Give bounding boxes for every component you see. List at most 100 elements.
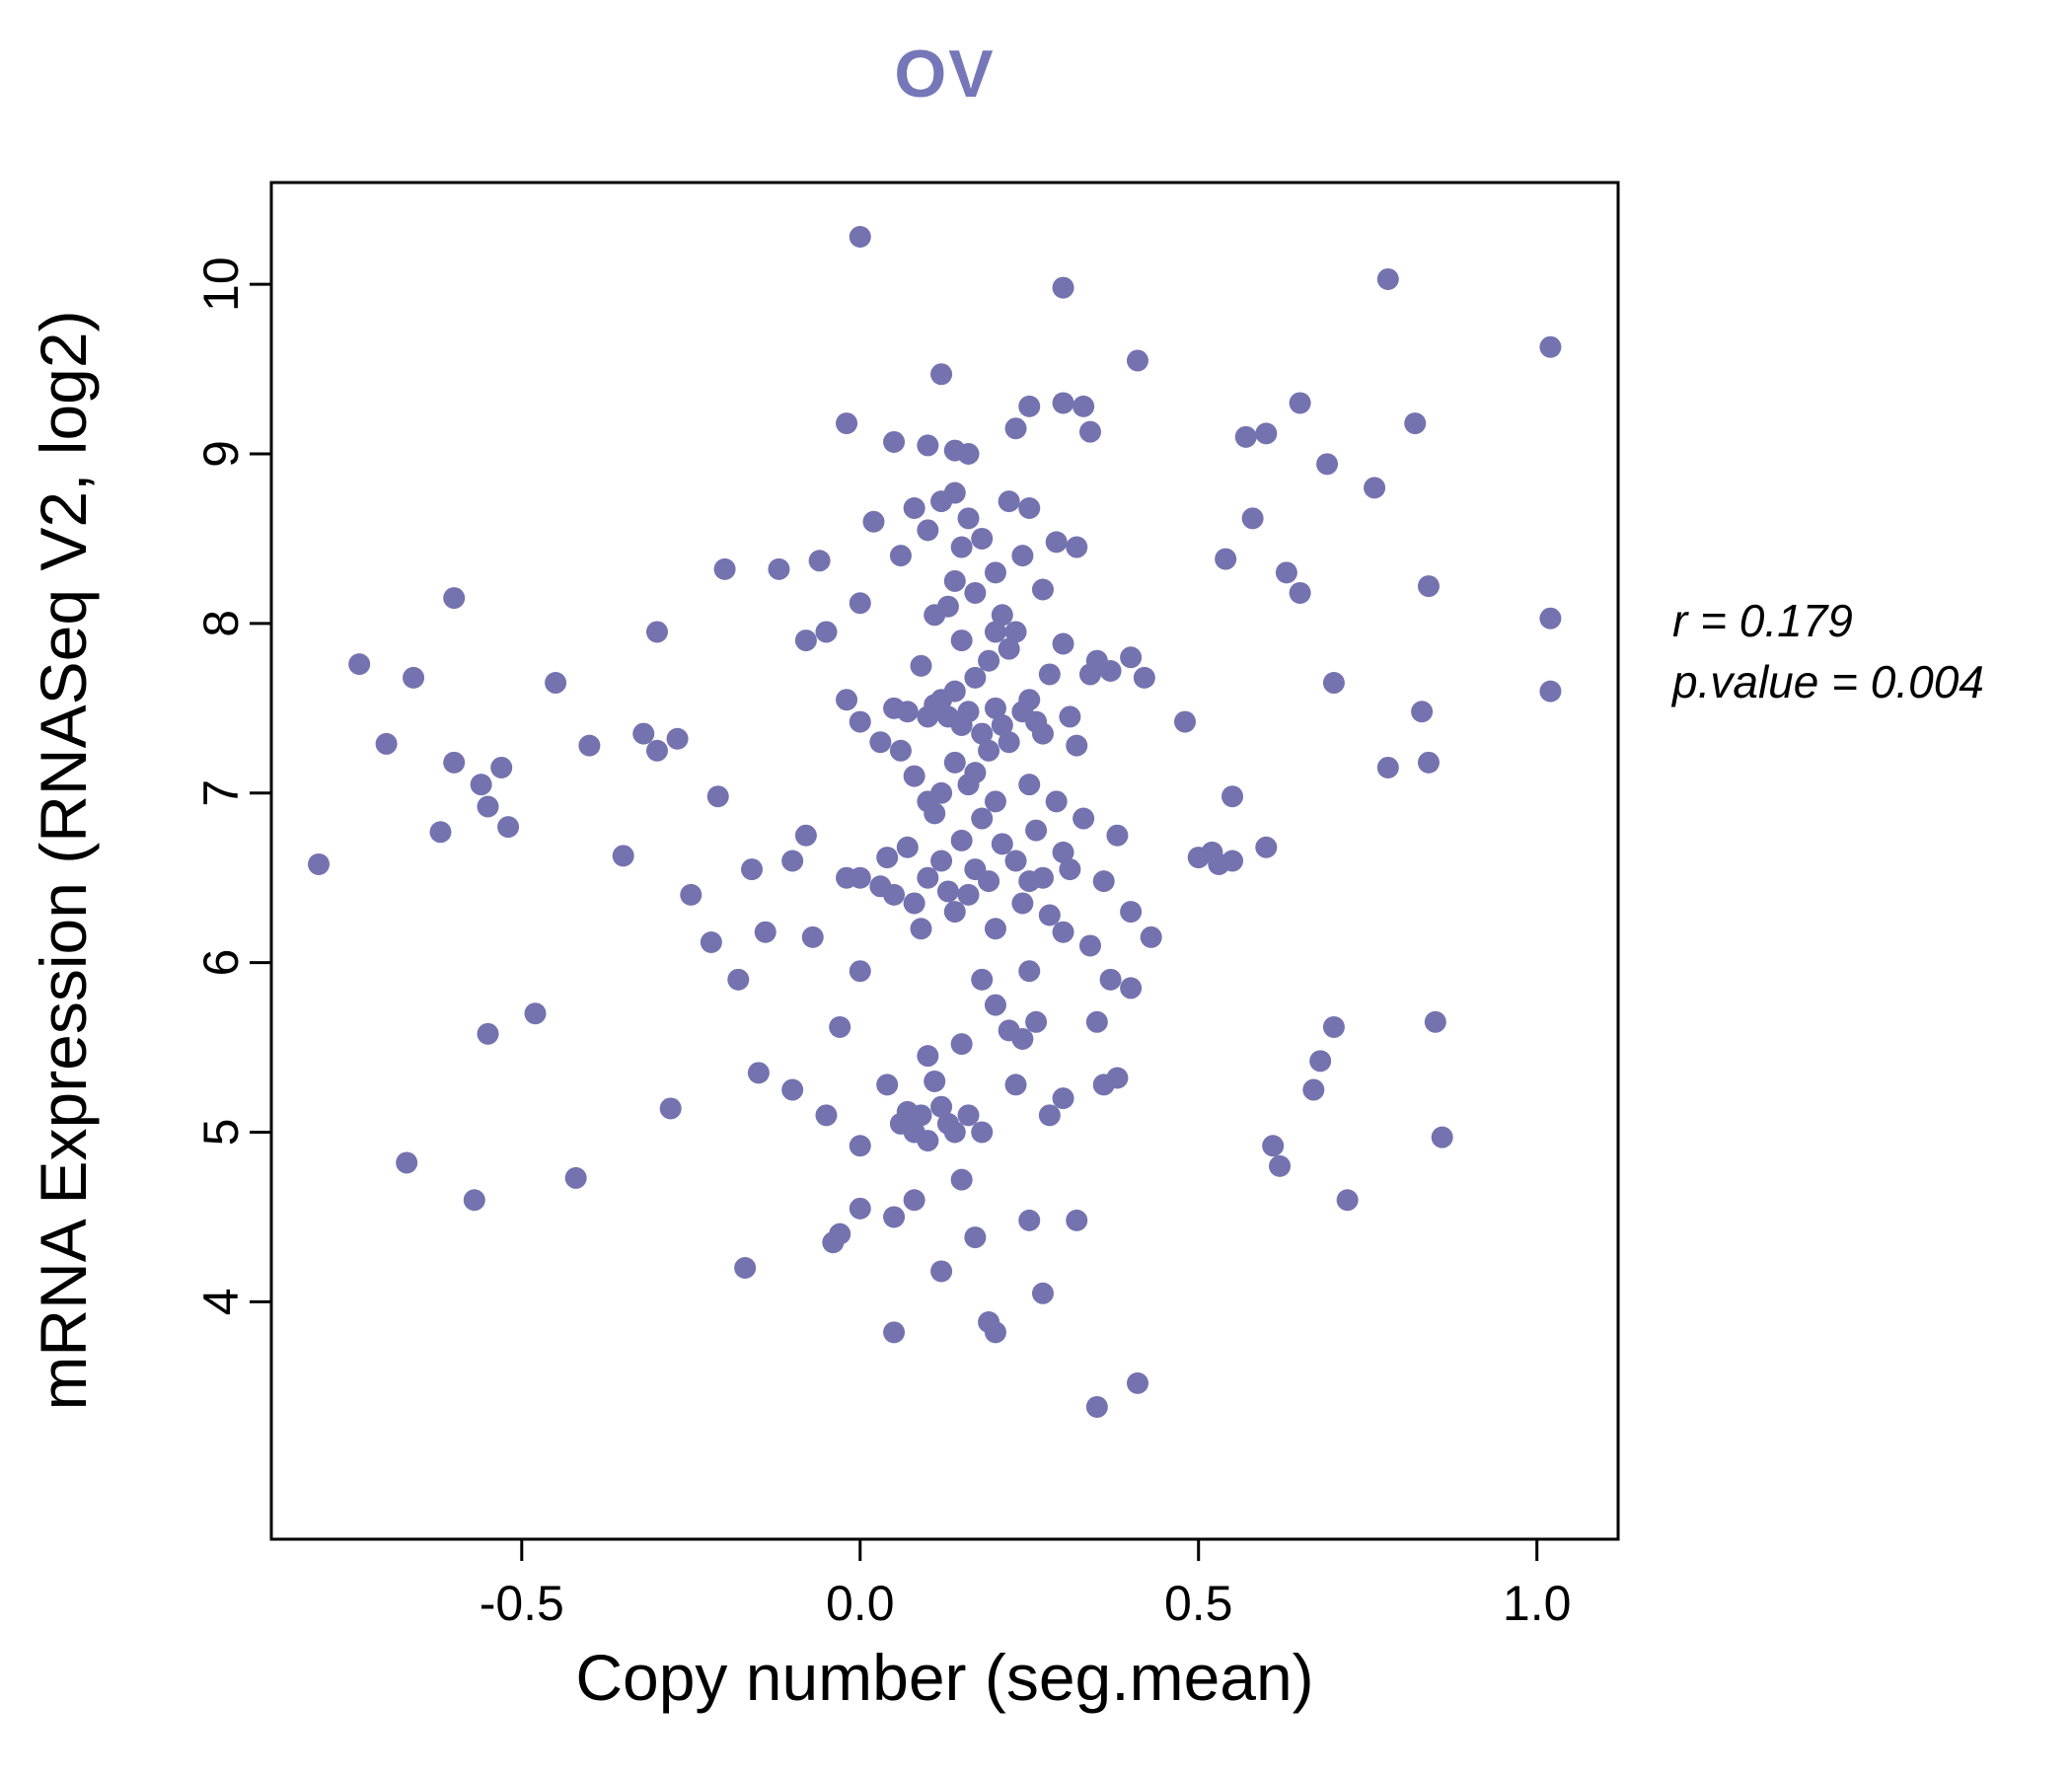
scatter-point [1031,722,1054,745]
scatter-point [950,829,973,851]
scatter-point [1004,417,1027,440]
y-tick-label: 5 [193,1119,249,1147]
scatter-point [1078,420,1101,443]
scatter-point [754,921,777,943]
scatter-point [849,960,871,983]
scatter-point [477,1022,499,1045]
scatter-point [957,701,980,723]
scatter-point [1539,607,1562,629]
scatter-point [706,785,729,808]
scatter-point [924,1070,946,1092]
scatter-point [1133,666,1155,689]
scatter-point [1073,807,1095,830]
scatter-point [950,1033,973,1056]
x-axis-label: Copy number (seg.mean) [575,1641,1314,1714]
scatter-point [1031,578,1054,601]
scatter-point [801,925,824,948]
scatter-point [632,722,655,745]
scatter-point [1424,1010,1446,1033]
scatter-point [1120,646,1143,669]
scatter-point [1052,841,1074,863]
scatter-point [849,1135,871,1157]
scatter-point [815,1104,838,1127]
scatter-point [950,629,973,652]
scatter-point [808,550,831,572]
scatter-point [781,1078,804,1101]
y-tick-label: 8 [193,610,249,637]
scatter-point [930,363,953,386]
scatter-point [1018,960,1041,983]
x-tick-label: 0.0 [826,1576,895,1631]
scatter-point [1099,660,1122,682]
scatter-point [659,1097,682,1120]
scatter-point [1262,1135,1285,1157]
scatter-point [964,1226,987,1249]
scatter-point [849,710,871,733]
scatter-point [612,845,634,867]
scatter-point [1404,412,1427,435]
scatter-point [1289,581,1311,604]
scatter-point [943,569,966,592]
scatter-point [1066,734,1088,757]
scatter-point [1376,267,1399,290]
scatter-point [943,901,966,924]
scatter-point [889,545,912,567]
scatter-point [1066,1209,1088,1231]
scatter-point [984,697,1006,719]
scatter-point [903,765,925,787]
scatter-point [1364,477,1386,499]
scatter-point [429,821,452,844]
scatter-point [971,968,994,991]
scatter-point [998,490,1020,513]
scatter-point [713,557,736,580]
scatter-point [943,751,966,774]
scatter-point [1309,1050,1332,1073]
y-axis-label: mRNA Expression (RNASeq V2, log2) [27,310,100,1411]
scatter-point [308,852,331,875]
y-tick-label: 7 [193,779,249,807]
correlation-annotation: r = 0.179 p.value = 0.004 [1672,590,1984,712]
scatter-point [348,653,371,676]
scatter-point [1011,1027,1034,1050]
scatter-point [910,1104,932,1127]
scatter-point [917,519,939,542]
scatter-point [930,1260,953,1283]
scatter-point [1052,1087,1074,1110]
x-tick-label: 1.0 [1503,1576,1572,1631]
scatter-point [781,850,804,872]
scatter-point [1018,395,1041,417]
scatter-point [862,510,885,533]
scatter-point [1539,335,1562,358]
scatter-point [903,892,925,915]
scatter-point [470,774,492,796]
scatter-point [1011,892,1034,915]
scatter-point [991,833,1013,855]
scatter-point [1078,934,1101,957]
scatter-point [700,931,722,953]
scatter-point [964,666,987,689]
scatter-point [1066,536,1088,558]
scatter-point [971,807,994,830]
y-tick-label: 6 [193,949,249,977]
scatter-point [1322,672,1345,695]
scatter-point [1031,866,1054,889]
scatter-point [375,732,398,755]
scatter-point [936,595,959,618]
scatter-point [1011,545,1034,567]
scatter-point [1411,701,1434,723]
scatter-point [815,621,838,643]
scatter-point [978,649,1000,672]
scatter-point [829,1222,851,1245]
scatter-point [930,1095,953,1118]
scatter-point [1085,1395,1108,1418]
scatter-point [1255,422,1278,445]
scatter-point [964,762,987,784]
scatter-point [883,1206,906,1228]
scatter-point [794,824,817,847]
scatter-point [463,1189,485,1212]
scatter-point [984,994,1006,1016]
r-value-text: r = 0.179 [1672,595,1853,646]
scatter-point [578,734,601,757]
scatter-point [1025,1010,1048,1033]
